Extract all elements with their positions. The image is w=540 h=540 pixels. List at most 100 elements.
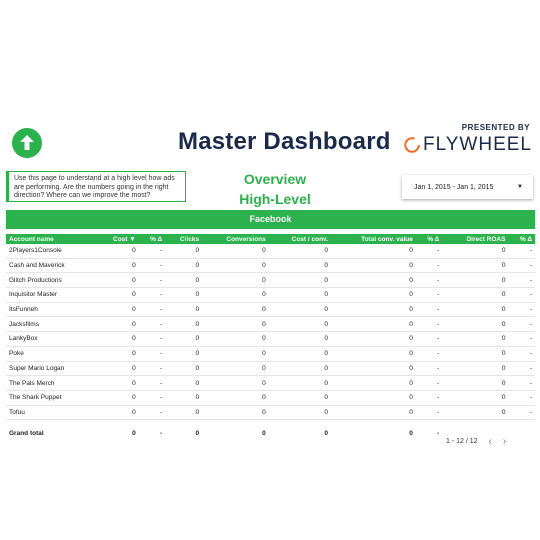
table-row: Tofuu 0-0 0 0 0-0- xyxy=(6,405,535,421)
total-value-cell: - xyxy=(160,429,163,437)
table-row: Cash and Maverick 0-0 0 0 0-0- xyxy=(6,258,535,274)
value-cell: 0 xyxy=(330,346,416,362)
value-cell: - xyxy=(138,405,166,421)
value-cell: 0 xyxy=(96,390,139,406)
column-header[interactable]: Account name xyxy=(9,235,54,243)
value-cell: - xyxy=(138,272,166,289)
value-cell: 0 xyxy=(442,346,509,362)
column-header[interactable]: Cost / conv. xyxy=(291,235,328,243)
column-header[interactable]: Total conv. value xyxy=(361,235,413,243)
dropdown-arrow-icon: ▼ xyxy=(517,184,523,190)
value-cell: - xyxy=(138,361,166,377)
value-cell: 0 xyxy=(442,361,509,377)
table-row: LankyBox 0-0 0 0 0-0- xyxy=(6,331,535,347)
table-row: Jacksfilms 0-0 0 0 0-0- xyxy=(6,316,535,333)
value-cell: 0 xyxy=(268,302,331,318)
table-row: Inquisitor Master 0-0 0 0 0-0- xyxy=(6,287,535,303)
value-cell: - xyxy=(508,302,535,318)
account-name-cell: The Shark Puppet xyxy=(6,390,97,406)
column-header[interactable]: % Δ xyxy=(427,235,440,243)
value-cell: 0 xyxy=(442,302,509,318)
value-cell: 0 xyxy=(165,272,203,289)
total-value-cell: 0 xyxy=(132,429,136,437)
value-cell: 0 xyxy=(330,302,416,318)
column-header[interactable]: Direct ROAS xyxy=(466,235,506,243)
table-row: Glitch Productions 0-0 0 0 0-0- xyxy=(6,272,535,289)
value-cell: - xyxy=(415,405,443,421)
value-cell: 0 xyxy=(268,405,331,421)
account-name-cell: 2Players1Console xyxy=(6,244,97,259)
value-cell: - xyxy=(415,258,443,274)
value-cell: 0 xyxy=(165,346,203,362)
account-name-cell: Tofuu xyxy=(6,405,97,421)
value-cell: 0 xyxy=(202,316,269,333)
total-value-cell: 0 xyxy=(409,429,413,437)
value-cell: - xyxy=(138,258,166,274)
value-cell: - xyxy=(508,287,535,303)
value-cell: 0 xyxy=(165,302,203,318)
value-cell: - xyxy=(508,244,535,259)
value-cell: - xyxy=(508,375,535,391)
value-cell: 0 xyxy=(330,244,416,259)
value-cell: 0 xyxy=(268,346,331,362)
value-cell: 0 xyxy=(442,258,509,274)
value-cell: - xyxy=(138,375,166,391)
overview-line-2: High-Level xyxy=(239,191,311,207)
presented-by-label: PRESENTED BY xyxy=(461,123,530,132)
overview-heading: Overview High-Level xyxy=(225,169,325,209)
value-cell: - xyxy=(508,316,535,333)
value-cell: 0 xyxy=(202,405,269,421)
account-name-cell: Poke xyxy=(6,346,97,362)
value-cell: 0 xyxy=(330,258,416,274)
date-range-picker[interactable]: Jan 1, 2015 - Jan 1, 2015 ▼ xyxy=(402,175,533,199)
value-cell: 0 xyxy=(202,331,269,347)
value-cell: 0 xyxy=(96,287,139,303)
column-header[interactable]: % Δ xyxy=(519,235,532,243)
value-cell: 0 xyxy=(442,375,509,391)
value-cell: 0 xyxy=(330,287,416,303)
account-name-cell: Super Mario Logan xyxy=(6,361,97,377)
value-cell: 0 xyxy=(202,302,269,318)
value-cell: - xyxy=(508,258,535,274)
value-cell: - xyxy=(415,244,443,259)
column-header[interactable]: Cost ▼ xyxy=(113,235,136,243)
accounts-table: Account name Cost ▼ % Δ Clicks Conversions Co… xyxy=(6,234,535,446)
value-cell: 0 xyxy=(442,244,509,259)
brand-name: FLYWHEEL xyxy=(422,134,532,155)
value-cell: - xyxy=(415,331,443,347)
value-cell: 0 xyxy=(268,390,331,406)
table-header-row: Account name Cost ▼ % Δ Clicks Conversions Co… xyxy=(6,234,535,244)
value-cell: 0 xyxy=(330,316,416,333)
value-cell: 0 xyxy=(330,272,416,289)
pagination: 1 - 12 / 12 ‹ › xyxy=(446,436,506,447)
value-cell: 0 xyxy=(202,272,269,289)
table-row: The Shark Puppet 0-0 0 0 0-0- xyxy=(6,390,535,406)
prev-page-button[interactable]: ‹ xyxy=(488,436,492,447)
value-cell: 0 xyxy=(96,244,139,259)
value-cell: - xyxy=(508,361,535,377)
table-row: ItsFunneh 0-0 0 0 0-0- xyxy=(6,302,535,318)
value-cell: 0 xyxy=(165,287,203,303)
value-cell: 0 xyxy=(165,405,203,421)
value-cell: - xyxy=(138,346,166,362)
total-label-cell: Grand total xyxy=(9,429,44,437)
table-row: Poke 0-0 0 0 0-0- xyxy=(6,346,535,362)
value-cell: 0 xyxy=(268,258,331,274)
column-header[interactable]: Conversions xyxy=(226,235,266,243)
section-header: Facebook xyxy=(6,210,535,229)
value-cell: - xyxy=(138,390,166,406)
value-cell: 0 xyxy=(165,258,203,274)
column-header[interactable]: % Δ xyxy=(150,235,163,243)
value-cell: 0 xyxy=(442,331,509,347)
value-cell: 0 xyxy=(330,375,416,391)
column-header[interactable]: Clicks xyxy=(179,235,200,243)
table-row: 2Players1Console 0-0 0 0 0-0- xyxy=(6,244,535,259)
value-cell: 0 xyxy=(202,244,269,259)
value-cell: 0 xyxy=(165,390,203,406)
date-range-value: Jan 1, 2015 - Jan 1, 2015 xyxy=(414,183,494,191)
next-page-button[interactable]: › xyxy=(502,436,507,447)
account-name-cell: LankyBox xyxy=(6,331,97,347)
value-cell: 0 xyxy=(330,390,416,406)
value-cell: 0 xyxy=(165,316,203,333)
upload-arrow-icon xyxy=(12,128,42,158)
